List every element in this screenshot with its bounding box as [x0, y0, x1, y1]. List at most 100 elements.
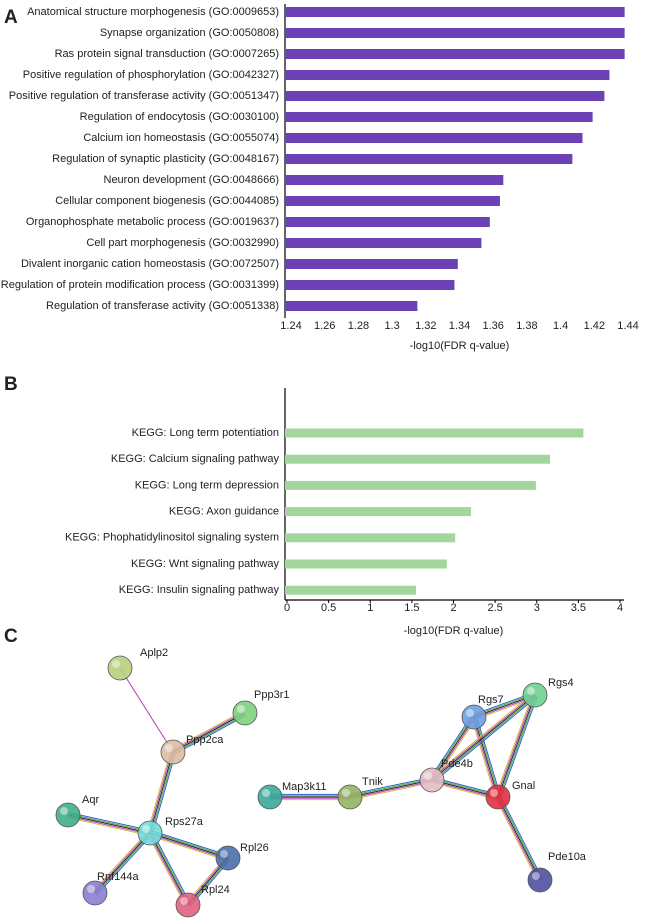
network-edge [349, 776, 432, 795]
network-edge [150, 830, 229, 857]
network-edge [148, 833, 188, 906]
bar [285, 507, 471, 517]
panel-label: B [4, 374, 18, 395]
network-node [160, 739, 186, 765]
bar [285, 301, 418, 311]
bar [285, 454, 551, 464]
network-edge [172, 712, 246, 753]
network-edge [174, 714, 247, 755]
node-highlight [112, 660, 120, 668]
panel-label: A [4, 7, 18, 28]
network-edge [433, 696, 537, 783]
node-label: Aplp2 [140, 647, 168, 659]
network-edge [68, 813, 151, 833]
category-label: KEGG: Calcium signaling pathway [111, 453, 280, 465]
network-edge [150, 752, 175, 834]
network-edge [92, 830, 149, 892]
network-edge [67, 815, 150, 835]
network-edge [499, 695, 538, 799]
x-tick-label: 1.26 [314, 320, 335, 332]
network-edge [498, 695, 537, 798]
node-highlight [466, 709, 474, 717]
bar [285, 428, 584, 438]
network-node [82, 880, 108, 906]
bar [285, 175, 504, 185]
node-label: Ppp2ca [186, 734, 224, 746]
network-node [232, 700, 258, 726]
bar [285, 133, 583, 143]
network-node [522, 682, 548, 708]
category-label: Ras protein signal transduction (GO:0007… [55, 48, 279, 60]
category-label: KEGG: Axon guidance [169, 506, 279, 518]
node-label: Gnal [512, 780, 535, 792]
bar [285, 259, 458, 269]
network-edge [497, 796, 541, 881]
network-edge [149, 833, 228, 860]
network-node [337, 784, 363, 810]
x-tick-label: 1.34 [449, 320, 470, 332]
bar [285, 28, 625, 38]
node-highlight [220, 850, 228, 858]
bar [285, 238, 482, 248]
network-edge [173, 713, 246, 754]
network-edge [476, 716, 501, 797]
network-edge [495, 797, 539, 882]
node-highlight [490, 789, 498, 797]
category-label: Calcium ion homeostasis (GO:0055074) [83, 132, 279, 144]
network-edge [429, 715, 473, 779]
node-label: Rnf144a [97, 871, 139, 883]
x-tick-label: 1.44 [617, 320, 638, 332]
x-tick-label: 0.5 [321, 602, 336, 614]
category-label: KEGG: Long term potentiation [132, 427, 279, 439]
network-node [419, 767, 445, 793]
category-label: Regulation of transferase activity (GO:0… [46, 300, 279, 312]
network-edge [495, 693, 534, 797]
network-edge [149, 832, 229, 859]
network-edge [432, 695, 537, 782]
x-tick-label: 1.4 [553, 320, 568, 332]
network-node [107, 655, 133, 681]
category-label: KEGG: Insulin signaling pathway [119, 584, 280, 596]
x-tick-label: 1.28 [348, 320, 369, 332]
category-label: Regulation of endocytosis (GO:0030100) [80, 111, 279, 123]
bar [285, 154, 573, 164]
category-label: Anatomical structure morphogenesis (GO:0… [27, 6, 279, 18]
node-label: Ppp3r1 [254, 689, 289, 701]
network-edge [499, 795, 543, 880]
network-node [527, 867, 553, 893]
network-edge [119, 667, 174, 753]
network-edge [471, 717, 496, 798]
network-edge [67, 814, 151, 834]
category-label: Organophosphate metabolic process (GO:00… [26, 216, 279, 228]
node-highlight [532, 872, 540, 880]
x-tick-label: 1.5 [404, 602, 419, 614]
network-edge [150, 831, 229, 858]
bar [285, 280, 455, 290]
category-label: Regulation of synaptic plasticity (GO:00… [52, 153, 279, 165]
node-label: Tnik [362, 776, 383, 788]
bar [285, 585, 417, 595]
node-highlight [262, 789, 270, 797]
category-label: KEGG: Long term depression [135, 479, 279, 491]
network-edge [94, 832, 151, 894]
node-label: Rps27a [165, 816, 204, 828]
network-edge [171, 710, 244, 751]
node-highlight [342, 789, 350, 797]
network-node [257, 784, 283, 810]
node-highlight [87, 885, 95, 893]
x-tick-label: 1.38 [516, 320, 537, 332]
node-label: Aqr [82, 794, 99, 806]
category-label: Regulation of protein modification proce… [1, 279, 279, 291]
category-label: Cellular component biogenesis (GO:004408… [55, 195, 279, 207]
network-node [461, 704, 487, 730]
network-edge [472, 717, 498, 798]
category-label: KEGG: Phophatidylinositol signaling syst… [65, 532, 279, 544]
network-node [137, 820, 163, 846]
x-tick-label: 1 [367, 602, 373, 614]
node-highlight [424, 772, 432, 780]
x-tick-label: 3 [534, 602, 540, 614]
category-label: Positive regulation of transferase activ… [9, 90, 279, 102]
node-label: Rpl26 [240, 842, 269, 854]
network-edge [430, 692, 534, 779]
